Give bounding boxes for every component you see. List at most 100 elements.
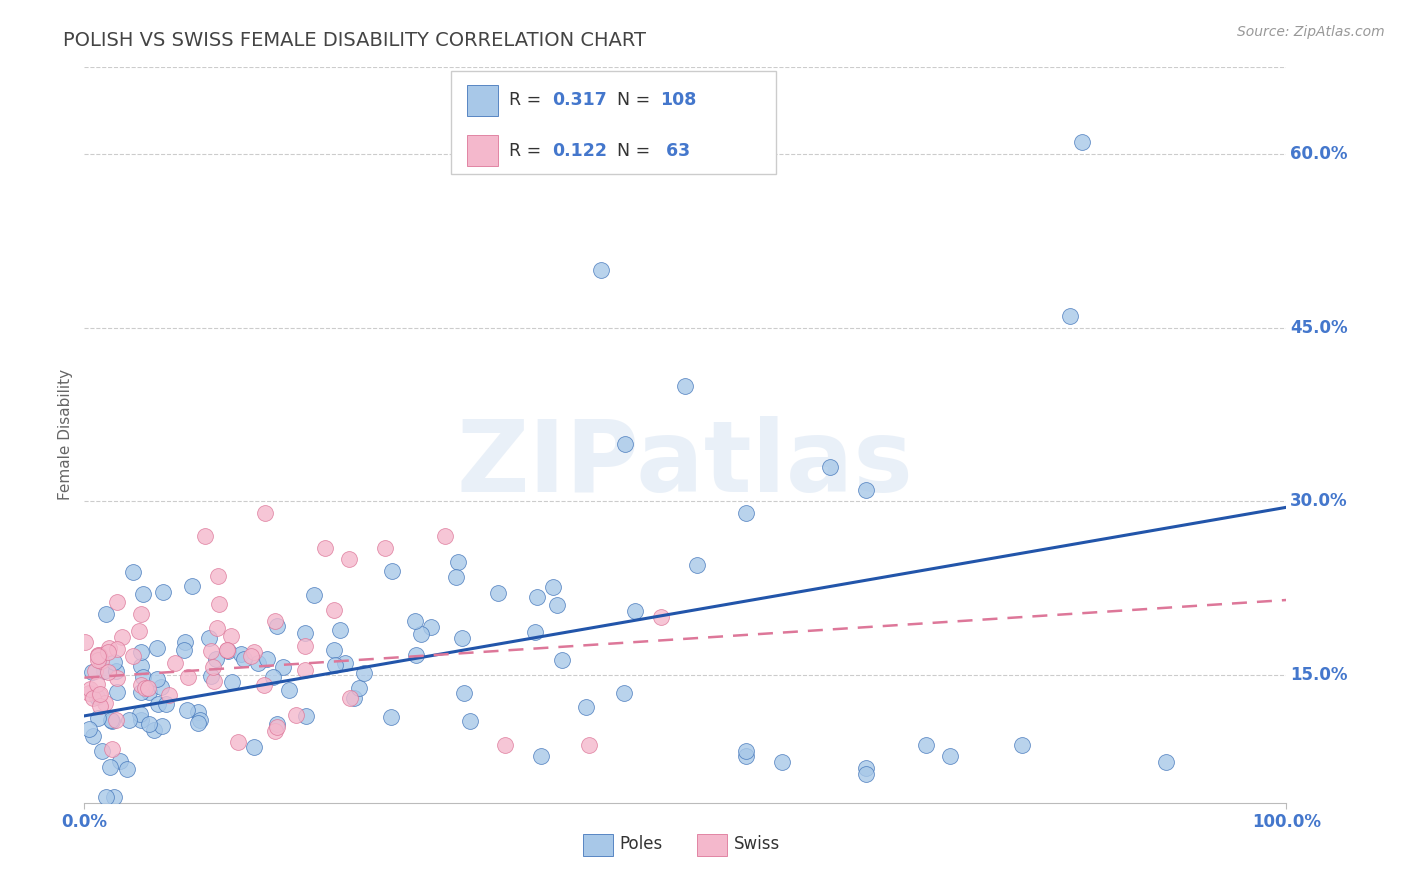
Point xyxy=(90,654,112,668)
Point xyxy=(263,614,285,628)
Point xyxy=(87,648,110,662)
Point xyxy=(207,569,229,583)
Text: 108: 108 xyxy=(661,92,696,110)
Point xyxy=(294,708,316,723)
FancyBboxPatch shape xyxy=(697,834,727,855)
Point xyxy=(486,586,509,600)
Point xyxy=(77,686,100,700)
Point xyxy=(146,697,169,711)
Point xyxy=(165,656,187,670)
Point xyxy=(94,697,117,711)
Point xyxy=(205,651,228,665)
Point xyxy=(149,680,172,694)
Point xyxy=(96,790,118,805)
Point xyxy=(82,690,104,705)
Point xyxy=(104,664,127,678)
Point xyxy=(855,483,877,497)
Text: 15.0%: 15.0% xyxy=(1291,666,1347,684)
Point xyxy=(734,749,756,764)
Text: R =: R = xyxy=(509,92,547,110)
Text: Swiss: Swiss xyxy=(734,835,780,853)
Point xyxy=(419,620,441,634)
Point xyxy=(591,262,613,277)
Point xyxy=(546,598,568,612)
Point xyxy=(446,570,468,584)
Point xyxy=(734,506,756,520)
Point xyxy=(434,529,457,543)
Point xyxy=(243,740,266,755)
Point xyxy=(187,716,209,731)
Point xyxy=(129,713,152,727)
Point xyxy=(110,630,132,644)
Point xyxy=(150,719,173,733)
Point xyxy=(242,645,264,659)
Point xyxy=(155,697,177,711)
Point xyxy=(176,703,198,717)
Point xyxy=(855,767,877,781)
Point xyxy=(614,436,637,450)
Point xyxy=(86,652,108,666)
Point xyxy=(240,649,263,664)
Point xyxy=(93,664,115,678)
Point xyxy=(325,658,347,673)
Point xyxy=(263,724,285,739)
Point xyxy=(624,604,647,618)
Point xyxy=(132,670,155,684)
Point xyxy=(285,708,308,723)
Point xyxy=(105,642,128,657)
Point xyxy=(262,670,284,684)
Text: 30.0%: 30.0% xyxy=(1291,492,1348,510)
Point xyxy=(129,659,152,673)
FancyBboxPatch shape xyxy=(467,85,498,116)
Point xyxy=(294,639,316,653)
Point xyxy=(494,738,516,752)
Point xyxy=(253,678,276,692)
Point xyxy=(818,459,841,474)
Point xyxy=(734,744,756,758)
Point xyxy=(551,653,574,667)
Point xyxy=(335,656,357,670)
Point xyxy=(129,678,152,692)
Point xyxy=(181,579,204,593)
Point xyxy=(200,644,222,658)
FancyBboxPatch shape xyxy=(451,70,776,174)
Point xyxy=(202,674,225,689)
Point xyxy=(256,652,278,666)
Point xyxy=(294,626,316,640)
Text: 60.0%: 60.0% xyxy=(1291,145,1347,163)
Point xyxy=(136,681,159,695)
Text: ZIPatlas: ZIPatlas xyxy=(457,416,914,513)
Point xyxy=(101,714,124,728)
Point xyxy=(266,720,288,734)
Point xyxy=(221,629,243,643)
Point xyxy=(194,529,217,543)
Point xyxy=(201,660,224,674)
Point xyxy=(173,643,195,657)
Point xyxy=(451,631,474,645)
Point xyxy=(86,690,108,704)
Point xyxy=(530,749,553,764)
Point xyxy=(82,665,104,680)
Point xyxy=(208,597,231,611)
Point xyxy=(1059,309,1081,323)
Point xyxy=(105,594,128,608)
Point xyxy=(380,710,402,724)
Text: N =: N = xyxy=(617,92,655,110)
FancyBboxPatch shape xyxy=(583,834,613,855)
Point xyxy=(458,714,481,729)
Point xyxy=(75,635,97,649)
Text: Source: ZipAtlas.com: Source: ZipAtlas.com xyxy=(1237,25,1385,39)
Point xyxy=(187,705,209,719)
Text: Poles: Poles xyxy=(619,835,662,853)
Point xyxy=(174,635,197,649)
Point xyxy=(329,624,352,638)
Point xyxy=(226,735,249,749)
Point xyxy=(96,607,118,622)
Point xyxy=(91,744,114,758)
Point xyxy=(1156,756,1178,770)
Point xyxy=(152,584,174,599)
Point xyxy=(100,713,122,727)
Point xyxy=(578,738,600,752)
Point xyxy=(86,677,108,691)
Point xyxy=(381,564,404,578)
